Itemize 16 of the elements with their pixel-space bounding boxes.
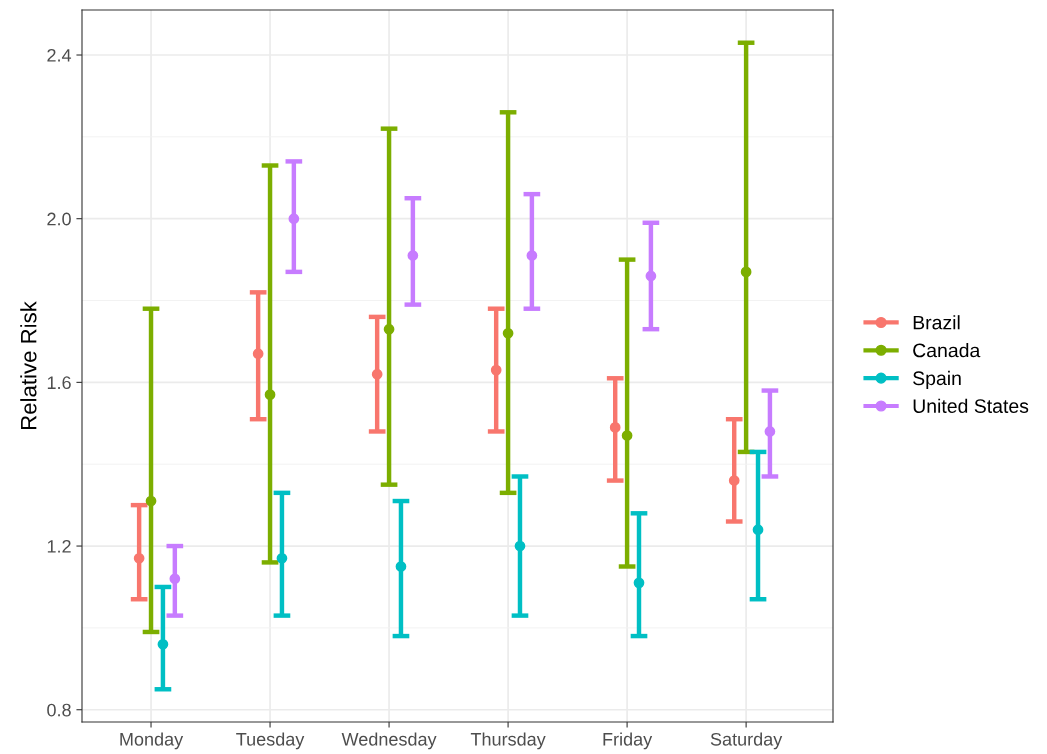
legend-label: Canada <box>913 343 981 358</box>
y-tick-label: 2.0 <box>47 212 71 226</box>
y-tick-label: 2.4 <box>47 48 72 62</box>
y-tick-label: 1.2 <box>47 539 71 553</box>
legend-label: United States <box>913 398 1029 413</box>
y-tick-label: 0.8 <box>47 703 71 717</box>
x-tick-label: Monday <box>120 732 184 750</box>
x-tick-label: Friday <box>603 732 653 750</box>
x-tick-label: Thursday <box>470 732 546 750</box>
y-axis-title: Relative Risk <box>20 301 37 430</box>
x-tick-label: Saturday <box>710 732 783 750</box>
x-tick-label: Wednesday <box>341 732 437 750</box>
y-tick-label: 1.6 <box>47 376 71 390</box>
legend-label: Brazil <box>913 315 960 330</box>
x-tick-label: Tuesday <box>236 732 305 750</box>
legend-label: Spain <box>913 370 961 389</box>
